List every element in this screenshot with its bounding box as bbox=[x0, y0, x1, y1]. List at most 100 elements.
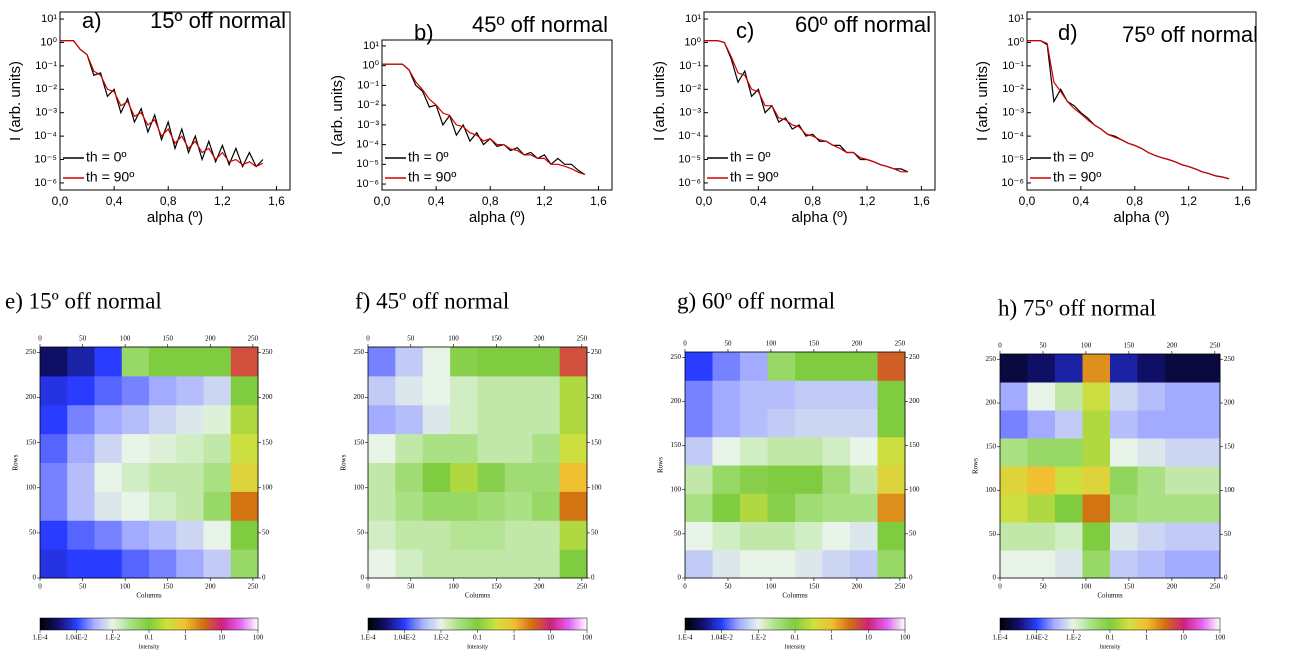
heatmap-cell bbox=[559, 347, 588, 377]
y-tick-label: 10⁰ bbox=[40, 36, 57, 48]
y-tick-label: 100 bbox=[26, 483, 37, 491]
y-tick-label: 50 bbox=[29, 528, 37, 536]
x-tick-label: 50 bbox=[79, 583, 87, 591]
heatmap-cell bbox=[40, 462, 68, 492]
heatmap-cell bbox=[877, 521, 906, 551]
heatmap-cell bbox=[1137, 354, 1166, 383]
y-tick-label: 50 bbox=[989, 530, 997, 538]
x-tick-label-top: 250 bbox=[895, 340, 906, 348]
colorbar-label: Intensity bbox=[139, 644, 160, 650]
x-axis-label: Columns bbox=[1097, 592, 1123, 600]
y-tick-label-right: 50 bbox=[1224, 530, 1232, 538]
heatmap-cell bbox=[230, 549, 259, 579]
x-tick-label: 150 bbox=[1124, 583, 1135, 591]
heatmap-cell bbox=[504, 462, 533, 492]
y-tick-label: 10⁻³ bbox=[679, 107, 701, 119]
series-line bbox=[60, 40, 264, 169]
heatmap-cell bbox=[1000, 382, 1028, 411]
colorbar-tick-label: 0.1 bbox=[791, 634, 800, 642]
heatmap-cell bbox=[685, 465, 713, 494]
heatmap-cell bbox=[422, 549, 451, 579]
heatmap-cell bbox=[450, 375, 478, 406]
y-tick-label: 10⁻² bbox=[1002, 83, 1024, 95]
heatmap-cell bbox=[395, 549, 424, 579]
heatmap-cell bbox=[1110, 494, 1138, 523]
y-tick-label-right: 50 bbox=[909, 529, 917, 537]
y-tick-label-right: 50 bbox=[262, 528, 270, 536]
heatmap-cell bbox=[1082, 494, 1111, 523]
heatmap-cell bbox=[395, 375, 424, 406]
y-tick-label: 10¹ bbox=[685, 13, 701, 25]
colorbar-tick-label: 1 bbox=[184, 634, 188, 642]
x-tick-label: 0,4 bbox=[428, 194, 445, 208]
heatmap-cell bbox=[767, 436, 796, 466]
legend-label: th = 0º bbox=[1053, 149, 1094, 165]
heatmap-cell bbox=[422, 520, 451, 550]
heatmap-cell bbox=[1055, 410, 1083, 439]
x-tick-label: 50 bbox=[1039, 583, 1047, 591]
colorbar-tick-label: 10 bbox=[218, 634, 226, 642]
heatmap-cell bbox=[422, 491, 451, 521]
series-line bbox=[704, 40, 908, 173]
plot-frame bbox=[999, 353, 1221, 579]
y-tick-label: 10⁻⁴ bbox=[678, 130, 701, 142]
x-tick-label: 200 bbox=[1167, 583, 1178, 591]
heatmap-cell bbox=[504, 491, 533, 521]
y-tick-label: 200 bbox=[986, 399, 997, 407]
heatmap-cell bbox=[1110, 466, 1138, 495]
y-tick-label-right: 250 bbox=[1224, 355, 1235, 363]
x-tick-label: 0 bbox=[366, 583, 370, 591]
x-tick-label-top: 150 bbox=[162, 335, 173, 343]
colorbar-tick-label: 1 bbox=[1145, 634, 1149, 642]
heatmap-cell bbox=[422, 433, 451, 463]
heatmap-cell bbox=[149, 347, 177, 377]
colorbar bbox=[684, 617, 906, 631]
heatmap-cell bbox=[850, 493, 878, 522]
y-tick-label: 10⁻⁵ bbox=[34, 153, 57, 165]
x-tick-label-top: 100 bbox=[1081, 342, 1092, 350]
legend-label: th = 90º bbox=[408, 169, 456, 185]
heatmap-cell bbox=[685, 436, 713, 466]
colorbar-tick-label: 100 bbox=[1215, 634, 1226, 642]
heatmap-cell bbox=[1110, 550, 1138, 579]
x-tick-label: 1,2 bbox=[536, 194, 553, 208]
colorbar-label: Intensity bbox=[785, 644, 806, 650]
x-tick-label-top: 50 bbox=[79, 335, 87, 343]
heatmap-cell bbox=[40, 491, 68, 521]
heatmap-cell bbox=[850, 408, 878, 438]
y-axis-label: I (arb. units) bbox=[974, 61, 991, 141]
heatmap-cell bbox=[67, 549, 95, 579]
colorbar bbox=[39, 617, 259, 631]
heatmap-cell bbox=[1137, 466, 1166, 495]
heatmap-cell bbox=[230, 404, 259, 435]
y-tick-label-right: 0 bbox=[591, 574, 595, 582]
y-tick-label: 10⁻⁶ bbox=[678, 177, 701, 189]
heatmap-cell bbox=[877, 465, 906, 494]
colorbar bbox=[367, 617, 588, 631]
heatmap-cell bbox=[1192, 466, 1221, 495]
heatmap-cell bbox=[1082, 410, 1111, 439]
heatmap-cell bbox=[1027, 410, 1056, 439]
heatmap-cell bbox=[532, 520, 561, 550]
heatmap-cell bbox=[740, 380, 768, 409]
x-tick-label: 50 bbox=[407, 583, 415, 591]
y-tick-label: 0 bbox=[678, 574, 682, 582]
colorbar-tick-label: 0.1 bbox=[145, 634, 154, 642]
heatmap-cell bbox=[1082, 382, 1111, 411]
heatmap-cell bbox=[422, 404, 451, 435]
x-tick-label: 1,6 bbox=[913, 194, 930, 208]
heatmap-cell bbox=[1082, 354, 1111, 383]
x-axis-label: alpha (º) bbox=[1113, 209, 1169, 226]
heatmap-cell bbox=[450, 404, 478, 435]
heatmap-cell bbox=[395, 404, 424, 435]
heatmap-cell bbox=[368, 433, 396, 463]
heatmap-cell bbox=[203, 491, 232, 521]
panel-title: g) 60º off normal bbox=[677, 288, 835, 313]
heatmap-cell bbox=[67, 433, 95, 463]
heatmap-cell bbox=[1192, 522, 1221, 551]
heatmap-cell bbox=[559, 404, 588, 435]
colorbar-tick-label: 1.E-4 bbox=[677, 634, 693, 642]
y-tick-label: 100 bbox=[354, 483, 365, 491]
heatmap-cell bbox=[504, 433, 533, 463]
y-tick-label: 50 bbox=[674, 529, 682, 537]
